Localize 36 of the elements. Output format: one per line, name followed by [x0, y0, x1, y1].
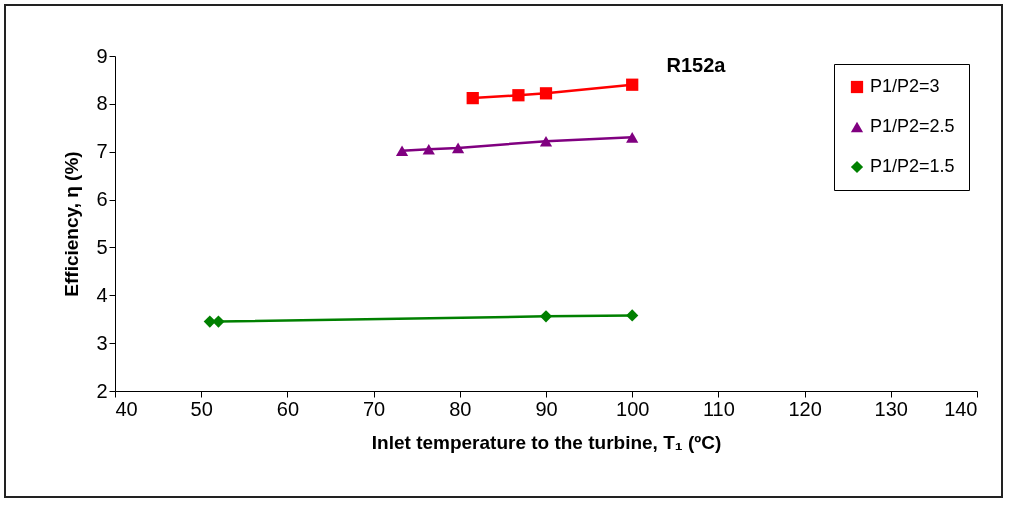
legend-label: P1/P2=2.5 [870, 116, 955, 136]
x-tick-label: 110 [702, 397, 735, 420]
x-tick-label: 40 [115, 397, 138, 420]
x-tick-label: 70 [362, 397, 386, 420]
x-tick-label: 50 [190, 397, 213, 420]
point [626, 132, 639, 143]
x-tick-label: 140 [944, 397, 978, 420]
point [395, 145, 409, 157]
y-tick-label: 5 [96, 235, 108, 258]
point [422, 144, 435, 155]
x-tick-label: 60 [276, 397, 300, 420]
x-tick-label: 80 [449, 397, 472, 420]
y-tick-label: 7 [96, 140, 108, 163]
y-tick-label: 6 [96, 188, 108, 211]
x-axis-title: Inlet temperature to the turbine, T₁ (ºC) [371, 431, 722, 453]
point [539, 87, 553, 100]
legend-label: P1/P2=1.5 [870, 156, 955, 176]
x-tick-label: 100 [616, 397, 650, 420]
point [626, 78, 639, 91]
y-tick-label: 2 [96, 379, 108, 402]
point [466, 91, 479, 105]
point [626, 309, 639, 322]
y-tick-label: 9 [96, 44, 108, 67]
x-tick-label: 90 [535, 397, 558, 420]
point [512, 89, 525, 102]
y-tick-label: 4 [96, 283, 108, 306]
chart-title: R152a [666, 54, 727, 76]
y-tick-label: 8 [96, 92, 108, 115]
y-axis-title: Efficiency, η (%) [61, 151, 83, 297]
y-tick-label: 3 [96, 331, 108, 354]
point [451, 142, 465, 154]
point [539, 310, 553, 323]
legend-label: P1/P2=3 [870, 76, 940, 96]
x-tick-label: 120 [788, 397, 822, 420]
x-tick-label: 130 [874, 397, 908, 420]
point [539, 135, 553, 147]
